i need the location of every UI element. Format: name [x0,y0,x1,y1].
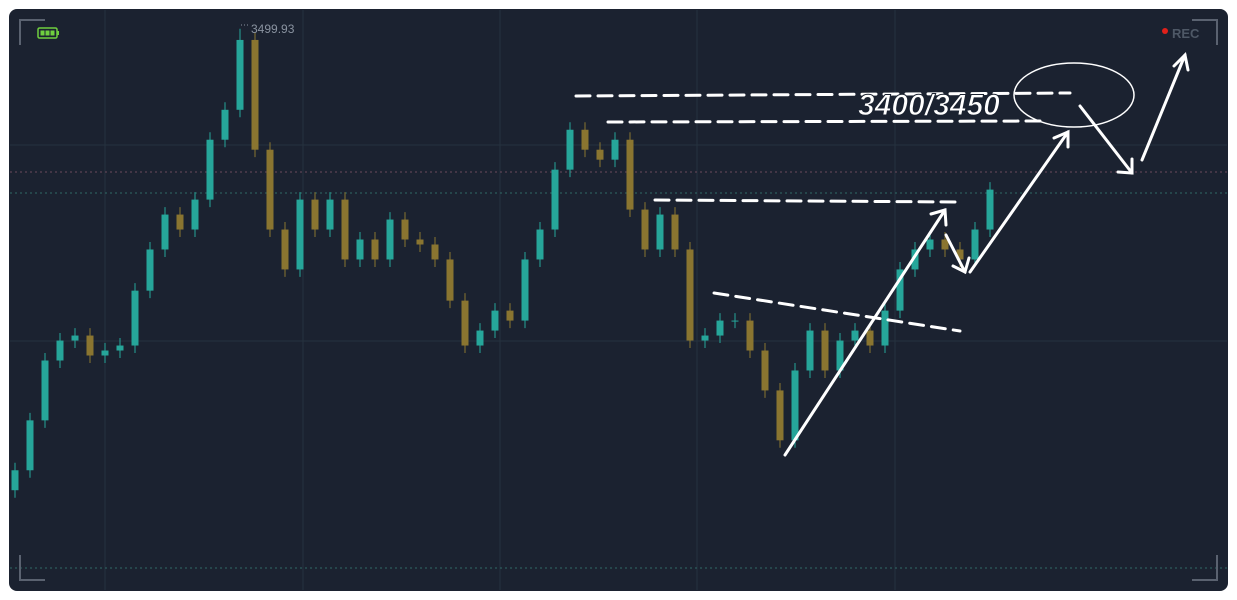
candle-body [131,290,139,346]
candle-body [896,269,904,311]
annotations [574,51,1190,457]
candle-body [236,39,244,110]
candle-body [521,259,529,321]
candle-body [746,320,754,351]
candle-body [26,420,34,471]
battery-icon [37,27,59,39]
candle-body [776,390,784,441]
candle-body [326,199,334,230]
candle-body [431,244,439,260]
candle-body [791,370,799,441]
candle-body [701,335,709,341]
candle-body [506,310,514,321]
chart-background [9,9,1228,591]
candle-body [536,229,544,260]
candle-body [851,330,859,341]
candle-body [596,149,604,160]
candle-body [866,330,874,346]
candle-body [566,129,574,170]
candle-body [836,340,844,371]
candle-body [221,109,229,140]
candle-body [881,310,889,346]
candle-body [806,330,814,371]
candle-body [401,219,409,240]
candle-body [971,229,979,260]
candle-body [116,345,124,351]
annotation-text: 3400/3450 [858,89,1000,122]
candle-body [716,320,724,336]
candle-body [611,139,619,160]
rec-dot [1162,28,1168,34]
candle-body [311,199,319,230]
candle-body [71,335,79,341]
candle-body [146,249,154,291]
candle-body [191,199,199,230]
candle-body [986,189,994,230]
candle-body [11,470,19,491]
candle-body [926,239,934,250]
candle-body [956,249,964,260]
candle-body [251,39,259,150]
candle-body [386,219,394,260]
candle-body [281,229,289,270]
candle-body [476,330,484,346]
candle-body [491,310,499,331]
candle-body [341,199,349,260]
candle-body [206,139,214,200]
candle-body [41,360,49,421]
corner-brackets [19,19,1218,581]
candle-body [56,340,64,361]
candle-body [356,239,364,260]
candle-body [731,320,739,322]
candle-body [671,214,679,250]
rec-label: REC [1172,26,1200,41]
candle-body [641,209,649,250]
candle-body [911,249,919,270]
candle-body [686,249,694,341]
candle-body [581,129,589,150]
candle-body [941,239,949,250]
candle-body [656,214,664,250]
candle-body [626,139,634,210]
candle-body [371,239,379,260]
candle-body [461,300,469,346]
candle-body [296,199,304,270]
candle-body [266,149,274,230]
candle-body [86,335,94,356]
candle-body [161,214,169,250]
high-label: 3499.93 [251,22,295,36]
candle-body [416,239,424,245]
candle-body [101,350,109,356]
candle-body [551,169,559,230]
candle-body [176,214,184,230]
candle-body [446,259,454,301]
candle-body [821,330,829,371]
candle-body [761,350,769,391]
